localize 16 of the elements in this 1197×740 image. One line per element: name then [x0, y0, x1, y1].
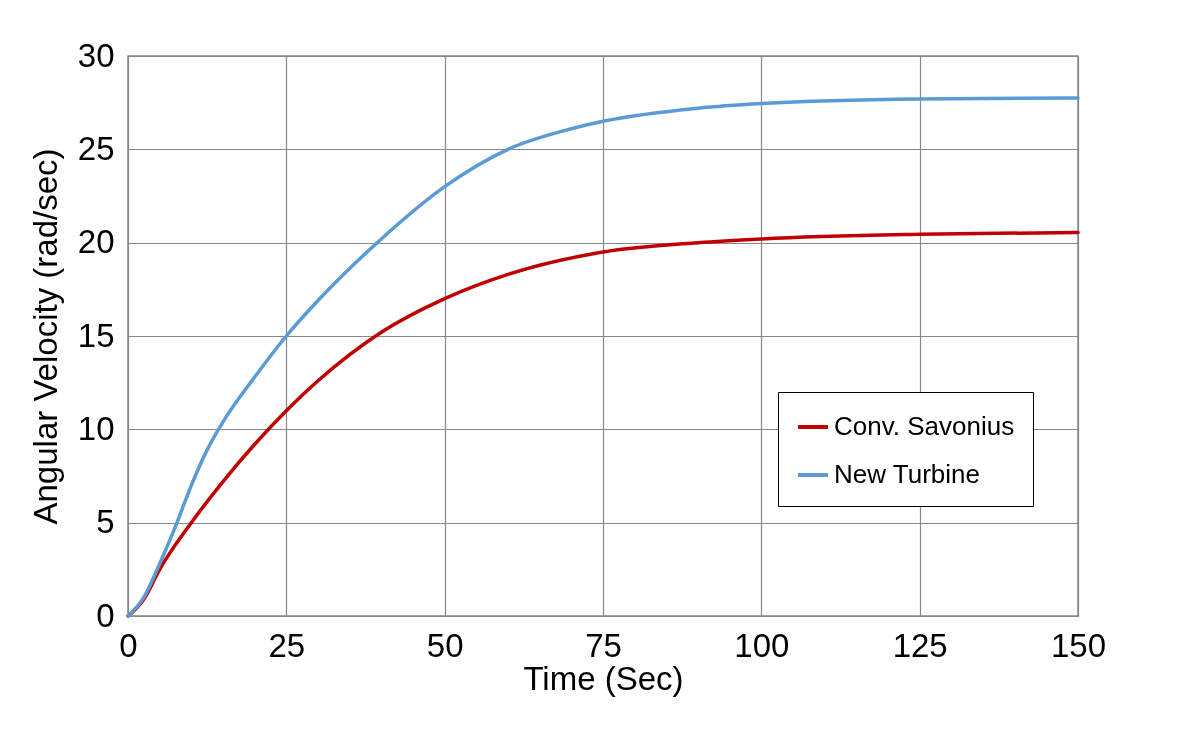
- y-tick-label: 15: [77, 316, 115, 354]
- x-tick-label: 100: [734, 626, 790, 664]
- x-tick-label: 0: [119, 626, 138, 664]
- y-tick-label: 30: [77, 36, 115, 74]
- y-tick-label: 20: [77, 223, 115, 261]
- y-tick-label: 5: [96, 503, 115, 541]
- x-tick-label: 150: [1050, 626, 1107, 664]
- y-tick-label: 10: [77, 409, 115, 447]
- legend-label: Conv. Savonius: [834, 411, 1015, 441]
- legend-label: New Turbine: [834, 459, 980, 489]
- y-axis-title: Angular Velocity (rad/sec): [26, 148, 64, 525]
- y-tick-label: 25: [77, 129, 115, 167]
- x-tick-label: 25: [268, 626, 306, 664]
- y-tick-label: 0: [96, 596, 115, 634]
- x-tick-label: 125: [892, 626, 948, 664]
- x-tick-label: 50: [426, 626, 464, 664]
